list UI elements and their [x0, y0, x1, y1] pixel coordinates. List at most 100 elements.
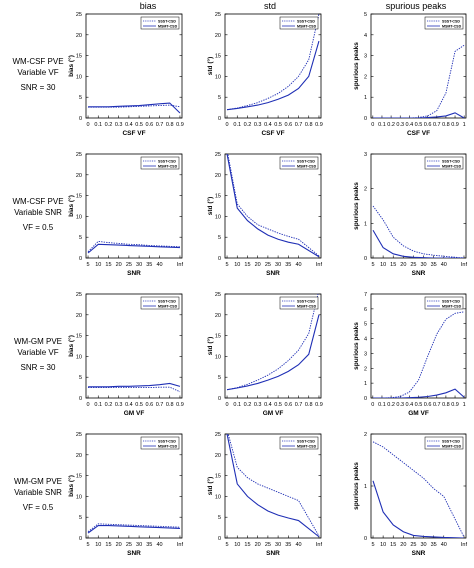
x-tick-label: 0: [371, 402, 374, 408]
y-tick-label: 15: [76, 194, 82, 200]
x-tick-label: 25: [126, 262, 132, 268]
x-tick-label: Inf: [316, 542, 323, 548]
x-tick-label: 0.1: [94, 122, 102, 128]
x-tick-label: 0.1: [378, 122, 386, 128]
y-tick-label: 25: [76, 12, 82, 18]
x-tick-label: 15: [105, 542, 111, 548]
x-axis-label: GM VF: [408, 410, 429, 417]
column-title-std: std: [263, 1, 276, 11]
x-tick-label: 0.5: [135, 402, 143, 408]
y-axis-label: std (°): [206, 57, 214, 75]
x-tick-label: Inf: [177, 262, 184, 268]
plot-frame: [85, 433, 183, 539]
legend-entry-label: SSST-CSD: [297, 300, 315, 304]
legend-entry-label: SSST-CSD: [158, 300, 176, 304]
y-tick-label: 1: [364, 484, 367, 490]
legend-entry-label: MSMT-CSD: [158, 305, 178, 309]
series-line-ssst-csd: [227, 434, 320, 537]
y-tick-label: 1: [364, 95, 367, 101]
legend-entry-label: MSMT-CSD: [158, 445, 178, 449]
x-tick-label: 0.6: [145, 402, 153, 408]
y-axis-label: bias (°): [67, 55, 75, 77]
x-tick-label: 25: [265, 542, 271, 548]
x-tick-label: 0.6: [424, 402, 432, 408]
x-tick-label: 20: [400, 262, 406, 268]
chart-panel-r1-c3: 0 1 2 3 4 5 0 0.1 0.2 0.3 0.4 0.5 0.6 0.7 0.8 0.9 1 CSF V…: [353, 12, 467, 137]
y-tick-label: 4: [364, 337, 367, 343]
chart-panel-r3-c2: 0 5 10 15 20 25 0 0.1 0.2 0.3 0.4 0.5 0.6 0.7 0.8 0.9 GM…: [206, 292, 323, 417]
x-tick-label: 40: [156, 542, 162, 548]
x-axis-label: GM VF: [263, 410, 284, 417]
y-tick-label: 10: [76, 74, 82, 80]
y-axis-label: spurious peaks: [353, 462, 360, 510]
y-tick-label: 20: [215, 173, 221, 179]
x-tick-label: 0.2: [105, 402, 113, 408]
x-tick-label: 0.7: [156, 122, 164, 128]
x-tick-label: 10: [234, 262, 240, 268]
x-tick-label: 25: [410, 262, 416, 268]
x-tick-label: 30: [420, 542, 426, 548]
x-tick-label: 0.4: [406, 402, 414, 408]
y-tick-label: 15: [76, 54, 82, 60]
x-tick-label: 35: [431, 262, 437, 268]
y-tick-label: 15: [215, 54, 221, 60]
x-tick-label: 20: [255, 542, 261, 548]
x-tick-label: 25: [410, 542, 416, 548]
y-tick-label: 0: [79, 116, 82, 122]
plot-frame: [370, 433, 467, 539]
y-tick-label: 20: [215, 453, 221, 459]
x-tick-label: 20: [116, 262, 122, 268]
x-tick-label: Inf: [461, 542, 468, 548]
y-tick-label: 10: [215, 214, 221, 220]
chart-panel-r3-c1: 0 5 10 15 20 25 0 0.1 0.2 0.3 0.4 0.5 0.6 0.7 0.8 0.9 GM…: [67, 292, 184, 417]
row-label-1-line-3: SNR = 30: [20, 83, 56, 92]
y-tick-label: 10: [76, 214, 82, 220]
x-axis-label: CSF VF: [407, 130, 430, 137]
x-tick-label: 10: [234, 542, 240, 548]
series-line-msmt-csd: [372, 388, 465, 398]
x-tick-label: 15: [244, 262, 250, 268]
plot-frame: [85, 153, 183, 259]
legend-entry-label: MSMT-CSD: [158, 165, 178, 169]
y-axis-label: spurious peaks: [353, 182, 360, 230]
legend-entry-label: SSST-CSD: [297, 20, 315, 24]
y-tick-label: 5: [364, 12, 367, 18]
y-tick-label: 3: [364, 152, 367, 158]
x-tick-label: 20: [400, 542, 406, 548]
y-tick-label: 0: [364, 396, 367, 402]
x-tick-label: Inf: [461, 262, 468, 268]
plot-frame: [370, 293, 467, 399]
y-tick-label: 4: [364, 33, 367, 39]
y-tick-label: 7: [364, 292, 367, 298]
x-tick-label: 0.2: [387, 402, 395, 408]
legend-entry-label: SSST-CSD: [297, 440, 315, 444]
x-tick-label: 0: [87, 402, 90, 408]
y-tick-label: 0: [79, 536, 82, 542]
x-tick-label: Inf: [177, 542, 184, 548]
y-tick-label: 25: [215, 12, 221, 18]
x-tick-label: 20: [255, 262, 261, 268]
y-axis-label: spurious peaks: [353, 322, 360, 370]
x-tick-label: 0.4: [125, 402, 133, 408]
x-tick-label: 0.8: [305, 402, 313, 408]
x-tick-label: 0: [371, 122, 374, 128]
x-tick-label: 5: [371, 262, 374, 268]
legend-entry-label: MSMT-CSD: [442, 165, 462, 169]
x-tick-label: 0.8: [166, 402, 174, 408]
y-tick-label: 25: [76, 432, 82, 438]
y-tick-label: 15: [215, 194, 221, 200]
x-tick-label: 0.5: [135, 122, 143, 128]
plot-frame: [85, 293, 183, 399]
x-tick-label: 0.9: [176, 402, 184, 408]
y-tick-label: 15: [76, 334, 82, 340]
legend-entry-label: SSST-CSD: [442, 440, 460, 444]
